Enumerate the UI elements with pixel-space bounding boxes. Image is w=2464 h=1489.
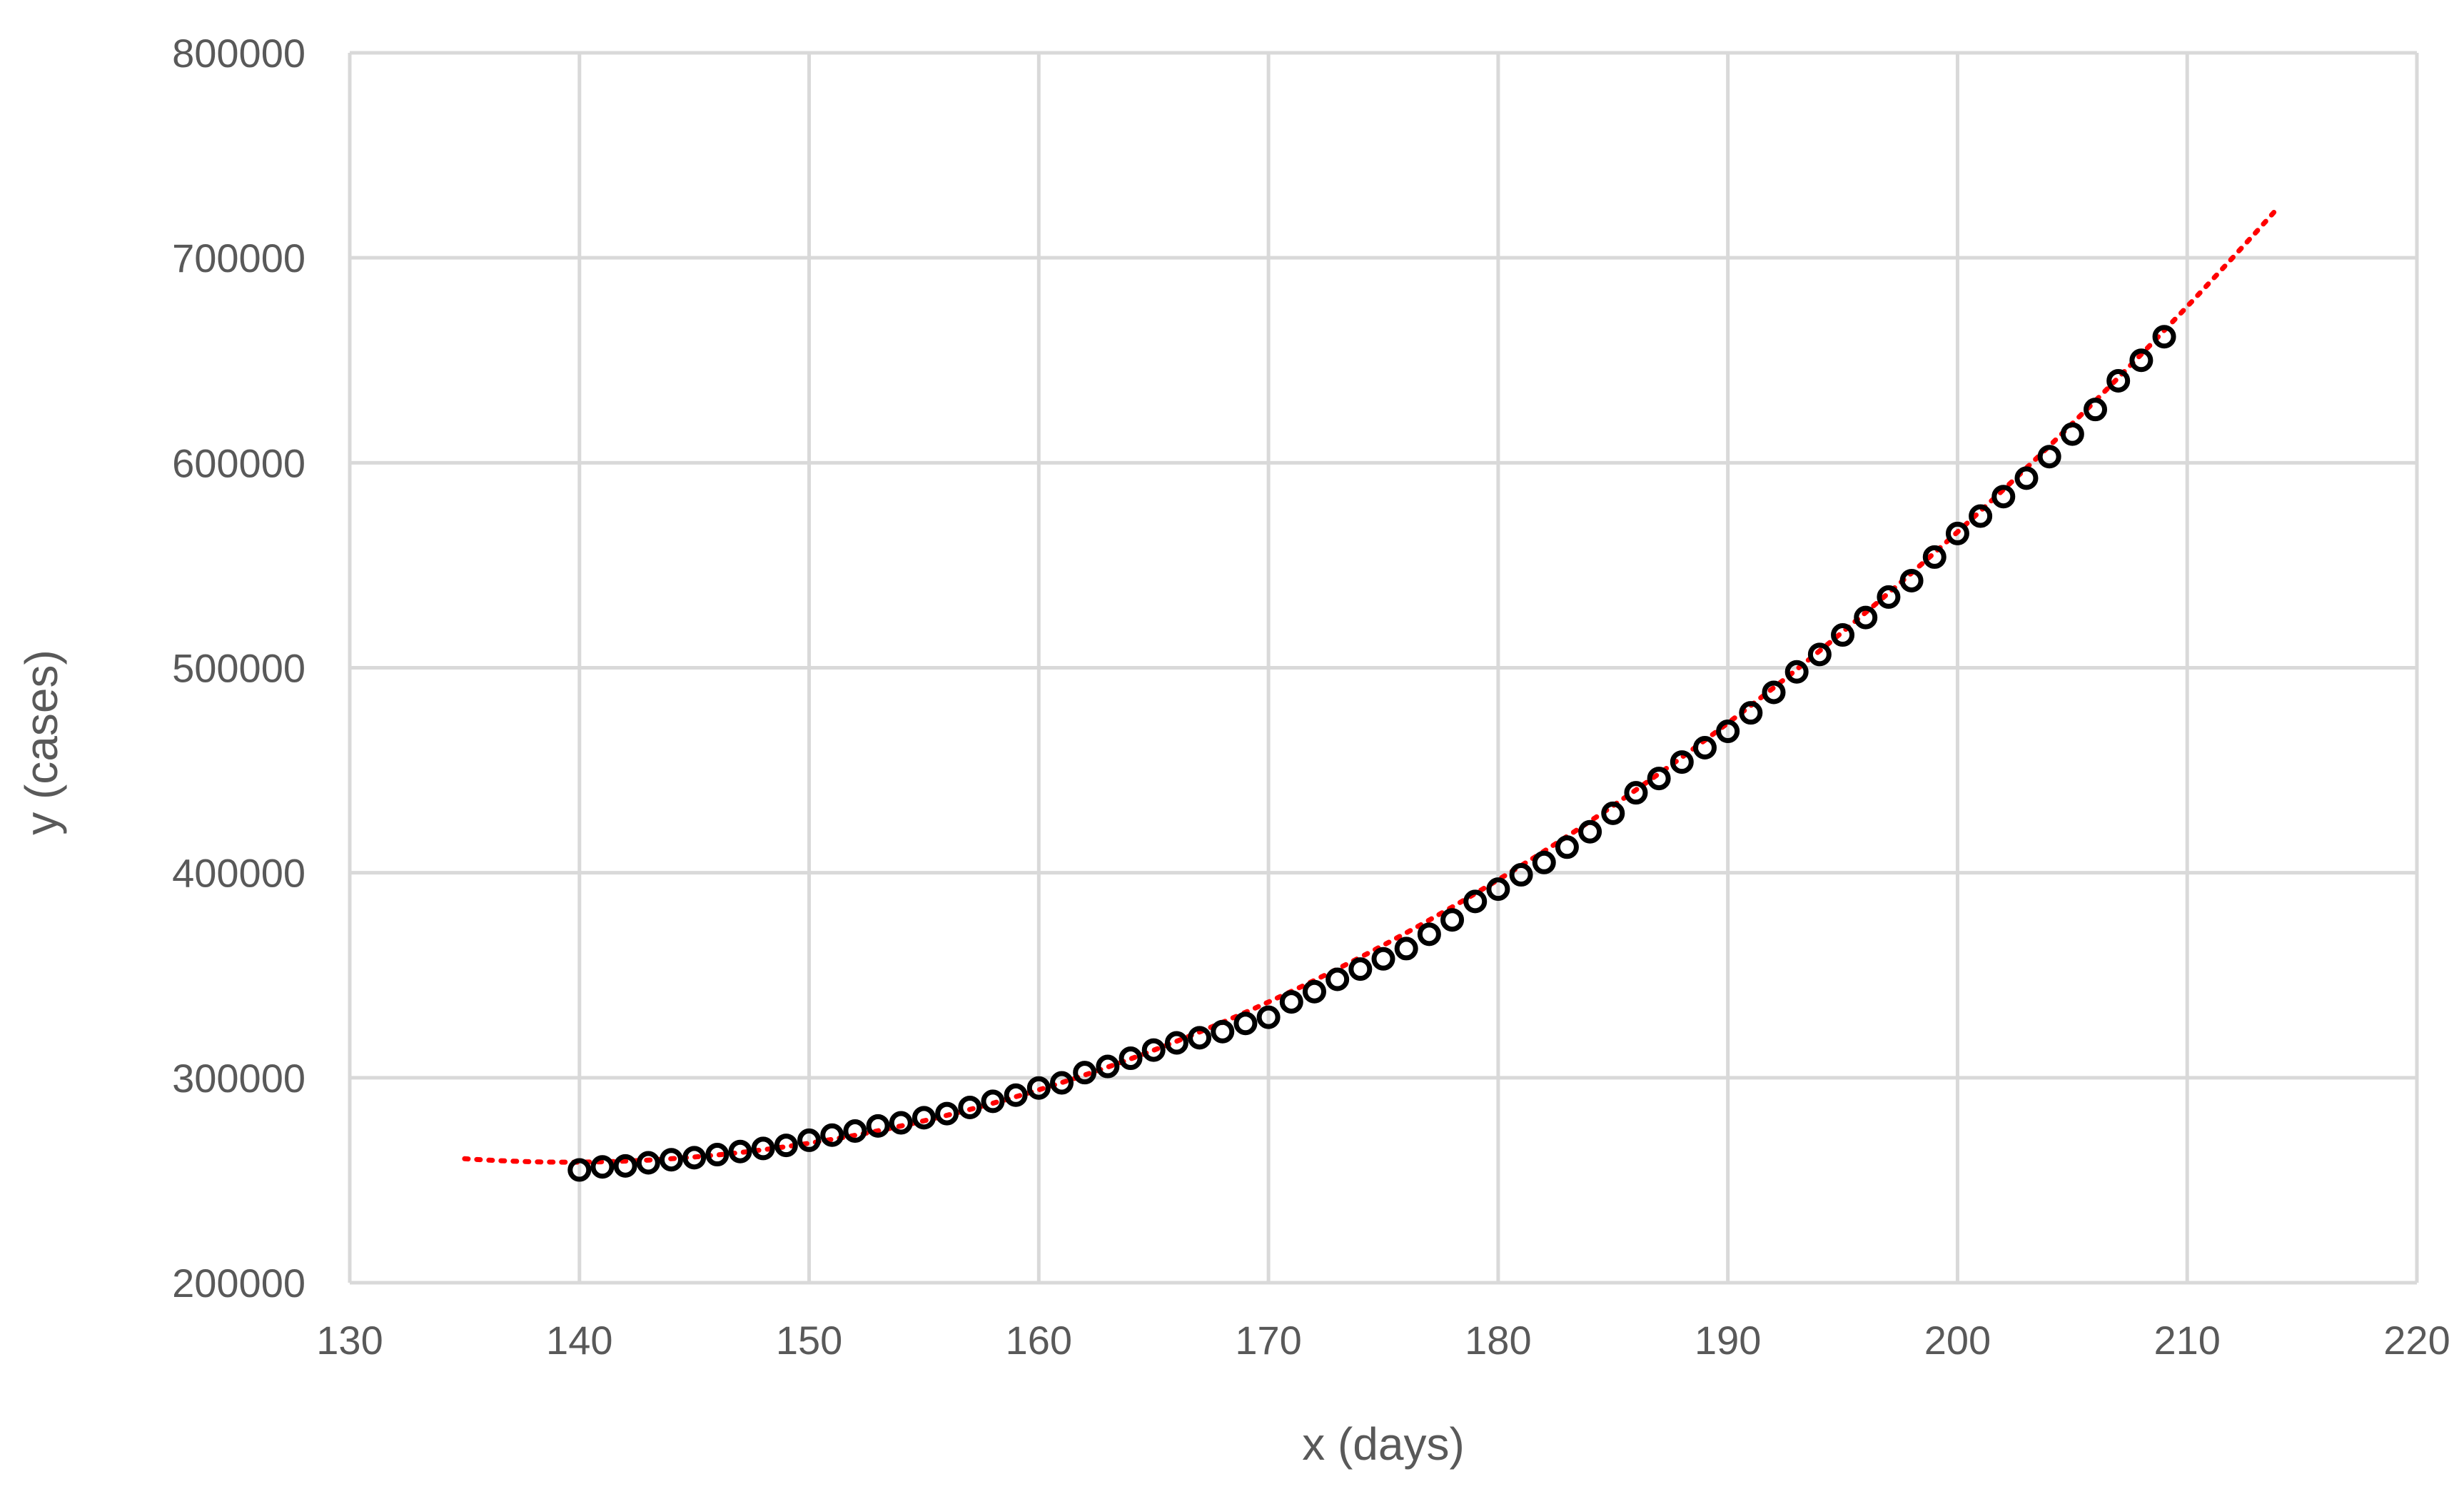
x-tick-label: 220 [2383, 1318, 2450, 1363]
data-point [1463, 889, 1488, 914]
trend-line [462, 203, 2282, 1165]
x-tick-label: 190 [1695, 1318, 1761, 1363]
y-axis-ticks: 200000 300000 400000 500000 600000 700000 8000… [172, 31, 306, 1306]
data-point [1739, 701, 1763, 725]
data-point [1670, 750, 1694, 774]
data-point [774, 1134, 798, 1158]
data-point [1854, 605, 1878, 630]
data-point [1141, 1038, 1166, 1062]
x-tick-label: 170 [1235, 1318, 1301, 1363]
data-point [1555, 835, 1579, 859]
data-point [1302, 979, 1326, 1004]
data-point [2037, 445, 2061, 469]
x-tick-label: 200 [1924, 1318, 1991, 1363]
data-point [1440, 908, 1465, 932]
data-point [1969, 504, 1993, 528]
y-tick-label: 400000 [172, 851, 306, 896]
x-tick-label: 160 [1006, 1318, 1072, 1363]
data-point [1188, 1026, 1212, 1050]
data-point [1371, 947, 1395, 971]
data-point [705, 1143, 729, 1167]
x-tick-label: 210 [2154, 1318, 2221, 1363]
data-point [1922, 545, 1947, 569]
data-point [751, 1136, 775, 1161]
data-point [1256, 1005, 1281, 1029]
data-point [2106, 368, 2131, 393]
data-point [1647, 767, 1671, 791]
data-point [1877, 585, 1901, 609]
data-point [1899, 568, 1924, 592]
data-point [843, 1119, 867, 1143]
data-point [2152, 325, 2176, 349]
data-point [1578, 819, 1602, 844]
data-point [1601, 801, 1625, 825]
data-point [2060, 422, 2084, 446]
data-point [1784, 660, 1809, 684]
data-point [1050, 1071, 1074, 1095]
data-point [1164, 1031, 1188, 1055]
data-point [1417, 922, 1441, 947]
data-point [2129, 348, 2154, 373]
y-tick-label: 200000 [172, 1261, 306, 1306]
data-point [866, 1114, 890, 1138]
data-point [636, 1151, 660, 1175]
data-points [567, 325, 2176, 1182]
data-point [958, 1095, 982, 1119]
data-point [1831, 623, 1855, 647]
data-point [1233, 1011, 1258, 1036]
x-tick-label: 150 [776, 1318, 842, 1363]
data-point [935, 1101, 959, 1126]
data-point [1348, 957, 1373, 981]
data-point [981, 1089, 1005, 1114]
data-point [1073, 1061, 1097, 1085]
data-point [1945, 521, 1969, 545]
data-point [1326, 967, 1350, 991]
gridlines [348, 51, 2419, 1285]
data-point [889, 1111, 913, 1135]
trendline-group [462, 203, 2282, 1165]
data-point [1486, 877, 1510, 902]
data-point [1509, 863, 1533, 887]
data-point [2014, 466, 2039, 490]
data-point [1119, 1046, 1143, 1071]
data-point [1026, 1076, 1051, 1100]
data-point [1624, 781, 1648, 805]
data-point [682, 1146, 707, 1170]
y-tick-label: 300000 [172, 1056, 306, 1101]
data-point [590, 1155, 615, 1179]
x-tick-label: 140 [546, 1318, 612, 1363]
data-point [1532, 850, 1556, 874]
x-tick-label: 130 [316, 1318, 383, 1363]
data-point [1716, 720, 1740, 744]
data-point [820, 1123, 844, 1147]
data-point [1211, 1019, 1235, 1044]
data-point [567, 1158, 592, 1182]
y-tick-label: 500000 [172, 646, 306, 691]
data-point [1004, 1083, 1028, 1107]
data-point [912, 1106, 936, 1130]
data-point [1394, 937, 1418, 961]
y-tick-label: 800000 [172, 31, 306, 76]
data-point [1692, 735, 1717, 759]
data-point [797, 1128, 822, 1152]
data-point [1807, 642, 1832, 667]
data-point [1762, 680, 1786, 705]
data-point [659, 1148, 683, 1172]
data-point [1096, 1054, 1120, 1079]
data-point [728, 1139, 752, 1164]
y-axis-title: y (cases) [16, 650, 67, 835]
data-point [2084, 398, 2108, 422]
data-point [613, 1154, 637, 1178]
y-tick-label: 700000 [172, 236, 306, 281]
x-axis-ticks: 130 140 150 160 170 180 190 200 210 220 [316, 1318, 2450, 1363]
x-tick-label: 180 [1465, 1318, 1531, 1363]
data-point [1991, 485, 2016, 509]
x-axis-title: x (days) [1302, 1418, 1465, 1470]
data-point [1279, 990, 1303, 1014]
y-tick-label: 600000 [172, 440, 306, 485]
